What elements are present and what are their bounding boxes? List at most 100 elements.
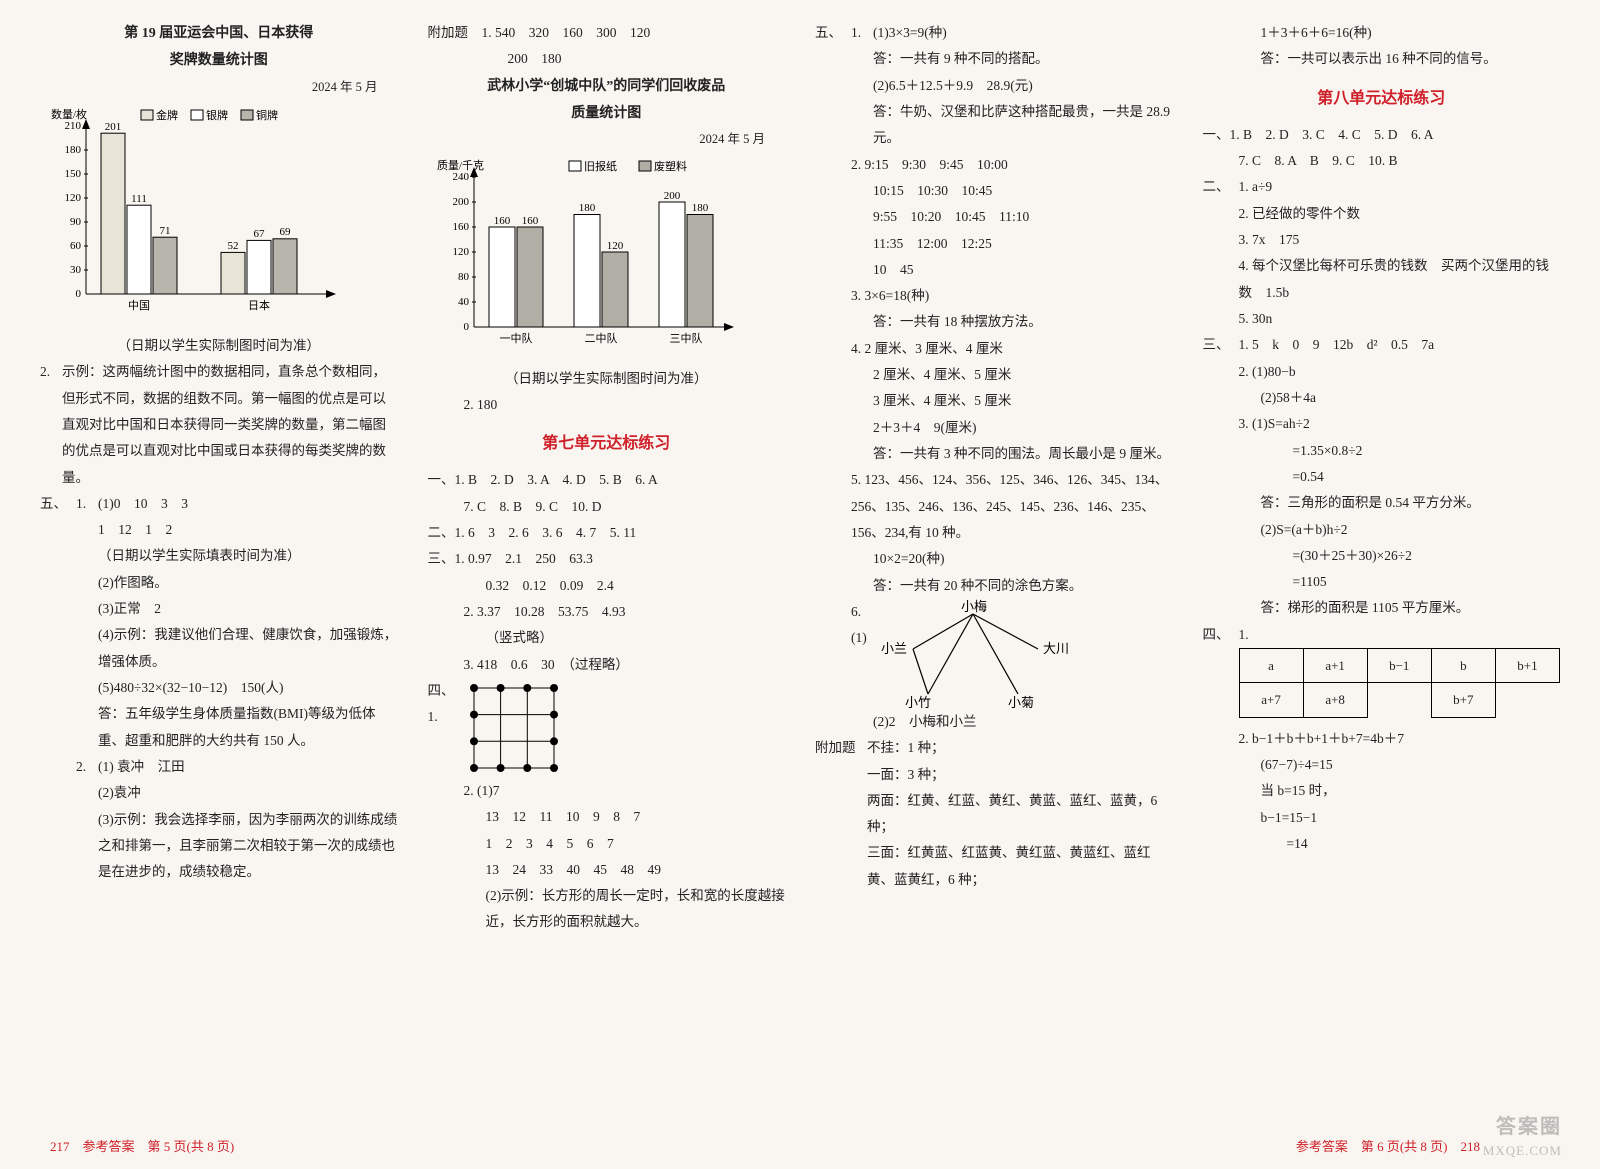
c3-sec5-label: 五、 [815,20,851,46]
svg-text:日本: 日本 [248,298,270,312]
s8-4-label: 四、 [1203,622,1239,648]
column-2: 附加题 1. 540 320 160 300 120 200 180 武林小学“… [428,20,786,1139]
chart1-svg: 0 30 60 90 120 150 180 210 数量/枚 金牌 银牌 铜牌 [41,104,341,324]
svg-text:180: 180 [691,202,708,214]
svg-text:160: 160 [493,215,510,227]
chart2-date: 2024 年 5 月 [428,127,766,151]
svg-text:小梅: 小梅 [961,599,987,614]
s7-1: 一、1. B 2. D 3. A 4. D 5. B 6. A [428,467,786,493]
svg-text:67: 67 [254,228,266,240]
c3-1-2b: 答：牛奶、汉堡和比萨这种搭配最贵，一共是 28.9 元。 [873,99,1173,152]
svg-text:废塑料: 废塑料 [654,159,687,173]
s7-4-2: 2. (1)7 [464,778,786,804]
c3-5b: 10×2=20(种) [873,546,1173,572]
svg-text:三中队: 三中队 [669,331,702,345]
svg-text:52: 52 [228,240,239,252]
sec5-label: 五、 [40,491,76,517]
s7-3-2b: （竖式略） [486,625,786,651]
s7-1b: 7. C 8. B 9. C 10. D [464,494,786,520]
c4-top2: 答：一共可以表示出 16 种不同的信号。 [1261,46,1561,72]
svg-text:201: 201 [105,121,122,133]
svg-text:0: 0 [76,288,82,300]
chart2-note: （日期以学生实际制图时间为准） [428,366,786,392]
cell-r2c2: a+8 [1303,683,1367,717]
svg-text:80: 80 [458,271,470,283]
svg-text:120: 120 [606,240,623,252]
s7-3-3: 3. 418 0.6 30 （过程略） [464,652,786,678]
s7-4-2c: 13 24 33 40 45 48 49 [486,857,786,883]
cell-r1c5: b+1 [1495,649,1559,683]
s8-2-label: 二、 [1203,174,1239,200]
s8-3-3b: =1.35×0.8÷2 [1293,438,1561,464]
c3-1-1b: 答：一共有 9 种不同的搭配。 [873,46,1173,72]
sec5-2: 2. [76,754,98,780]
s8-3-3f: =(30＋25＋30)×26÷2 [1293,543,1561,569]
s7-3-1b: 0.32 0.12 0.09 2.4 [486,573,786,599]
svg-text:120: 120 [452,246,469,258]
s8-3-2b: (2)58＋4a [1261,385,1561,411]
svg-text:180: 180 [65,144,82,156]
column-4: 1＋3＋6＋6=16(种) 答：一共可以表示出 16 种不同的信号。 第八单元达… [1203,20,1561,1139]
s8-1b: 7. C 8. A B 9. C 10. B [1239,148,1561,174]
s8-3-label: 三、 [1203,332,1239,358]
c3-6b: (2)2 小梅和小兰 [873,709,1173,735]
c3-1: 1. [851,20,873,46]
chart2-title-l1: 武林小学“创城中队”的同学们回收废品 [428,73,786,100]
c3-1-1: (1)3×3=9(种) [873,20,1173,46]
svg-text:200: 200 [452,196,469,208]
s8-3-1: 1. 5 k 0 9 12b d² 0.5 7a [1239,332,1561,358]
c3-3b: 答：一共有 18 种摆放方法。 [873,309,1173,335]
svg-text:160: 160 [452,221,469,233]
svg-text:铜牌: 铜牌 [256,108,278,122]
cell-r2c3 [1367,683,1431,717]
c3-6-label: 6. (1) [851,599,873,709]
sec5-2-2: (2)袁冲 [98,780,398,806]
chart1-ylabel: 数量/枚 [51,107,87,121]
cell-r1c4: b [1431,649,1495,683]
s8-4-1-label: 1. [1239,622,1261,648]
svg-text:160: 160 [521,215,538,227]
s8-4-2e: =14 [1287,831,1561,857]
sec5-1-3: (2)作图略。 [98,570,398,596]
s8-1: 一、1. B 2. D 3. C 4. C 5. D 6. A [1203,122,1561,148]
svg-text:210: 210 [65,120,82,132]
sec5-1-1: (1)0 10 3 3 [98,491,398,517]
c3-4e: 答：一共有 3 种不同的围法。周长最小是 9 厘米。 [873,441,1173,467]
s8-3-3a: 3. (1)S=ah÷2 [1239,411,1561,437]
svg-text:120: 120 [65,192,82,204]
c3-2: 2. 9:15 9:30 9:45 10:00 [851,152,1173,178]
s7-4-2d: (2)示例：长方形的周长一定时，长和宽的长度越接近，长方形的面积就越大。 [486,883,786,936]
svg-text:111: 111 [131,193,147,205]
svg-text:一中队: 一中队 [499,331,532,345]
s8-2-1: 1. a÷9 [1239,174,1561,200]
sec5-1-4: (3)正常 2 [98,596,398,622]
svg-text:小菊: 小菊 [1008,695,1034,709]
svg-text:0: 0 [463,321,469,333]
sec5-2-1: (1) 袁冲 江田 [98,754,398,780]
s7-2: 二、1. 6 3 2. 6 3. 6 4. 7 5. 11 [428,520,786,546]
c3-2e: 10 45 [873,257,1173,283]
svg-text:旧报纸: 旧报纸 [584,159,617,173]
cell-r2c4: b+7 [1431,683,1495,717]
s7-4-2a: 13 12 11 10 9 8 7 [486,804,786,830]
svg-text:小竹: 小竹 [905,695,931,709]
svg-text:90: 90 [70,216,82,228]
s8-2-5: 5. 30n [1239,306,1561,332]
c3-extra-2: 一面：3 种； [867,762,1173,788]
s8-4-2d: b−1=15−1 [1261,805,1561,831]
s8-3-3h: 答：梯形的面积是 1105 平方厘米。 [1261,595,1561,621]
c3-4b: 2 厘米、4 厘米、5 厘米 [873,362,1173,388]
svg-text:69: 69 [280,226,292,238]
c3-extra-4: 三面：红黄蓝、红蓝黄、黄红蓝、黄蓝红、蓝红黄、蓝黄红，6 种； [867,840,1173,893]
col2-extra: 附加题 1. 540 320 160 300 120 [428,20,786,46]
col2-a2: 2. 180 [464,392,786,418]
s8-4-2c: 当 b=15 时， [1261,778,1561,804]
chart2: 0 40 80 120 160 200 240 质量/千克 旧报纸 废塑料 [428,156,786,358]
column-3: 五、 1. (1)3×3=9(种) 答：一共有 9 种不同的搭配。 (2)6.5… [815,20,1173,1139]
s7-4-label: 四、1. [428,678,464,778]
s8-3-3d: 答：三角形的面积是 0.54 平方分米。 [1261,490,1561,516]
cell-r1c2: a+1 [1303,649,1367,683]
page: 第 19 届亚运会中国、日本获得 奖牌数量统计图 2024 年 5 月 0 30… [0,0,1600,1169]
dot-grid [464,678,564,778]
s8-3-2a: 2. (1)80−b [1239,359,1561,385]
